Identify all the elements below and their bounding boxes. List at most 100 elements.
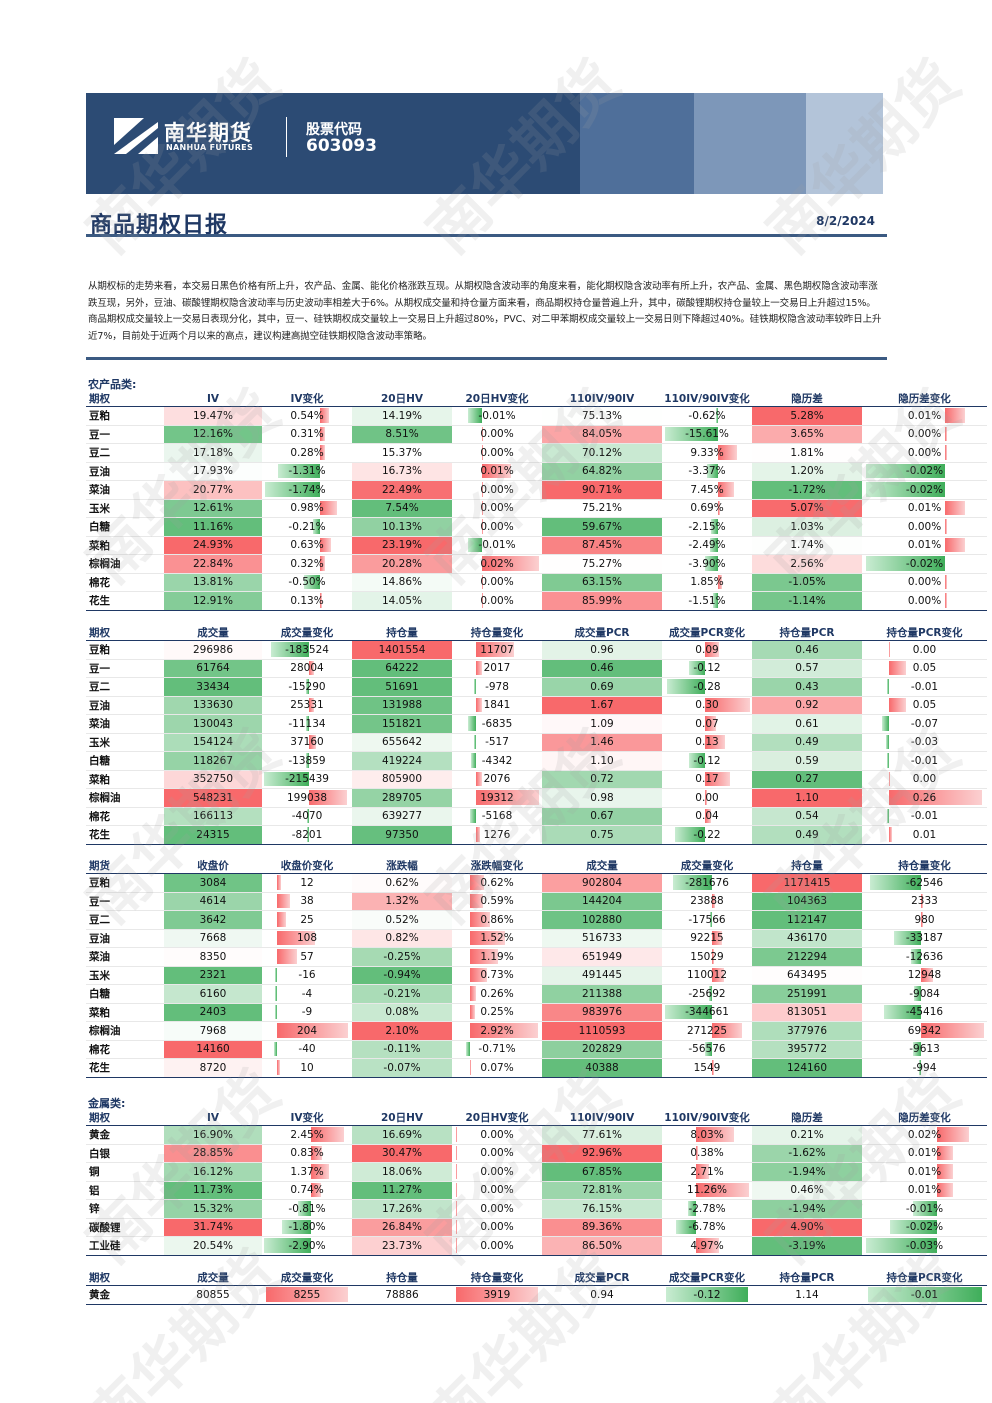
- cell-value: 11.73%: [192, 1184, 234, 1197]
- cell-value: -0.81%: [288, 1202, 326, 1215]
- row-label: 白糖: [86, 517, 164, 537]
- data-bar: [482, 556, 539, 571]
- table-cell: 1.85%: [662, 573, 752, 592]
- data-bar: [306, 716, 309, 731]
- table-cell: -0.94%: [352, 966, 452, 985]
- table-cell: 548231: [164, 788, 262, 808]
- cell-value: 67.85%: [581, 1165, 623, 1178]
- table-cell: 0.01%: [862, 1162, 987, 1182]
- data-bar: [911, 949, 922, 964]
- cell-value: 0.73%: [480, 969, 514, 982]
- cell-value: 0.63%: [290, 539, 324, 552]
- cell-value: -0.71%: [478, 1043, 516, 1056]
- column-header: 成交量: [164, 1270, 262, 1286]
- cell-value: 104363: [786, 895, 828, 908]
- cell-value: -0.01: [910, 1288, 939, 1301]
- table-cell: 2333: [862, 892, 987, 911]
- cell-value: -0.01%: [478, 539, 516, 552]
- cell-value: 0.13%: [290, 594, 324, 607]
- data-bar: [276, 1023, 349, 1038]
- table-cell: 9.33%: [662, 443, 752, 463]
- data-bar: [482, 426, 484, 441]
- cell-value: 51691: [385, 680, 419, 693]
- table-cell: 22.49%: [352, 480, 452, 500]
- table-cell: 352750: [164, 770, 262, 789]
- column-header: 持仓量: [352, 1270, 452, 1286]
- cell-value: 1401554: [378, 643, 426, 656]
- table-cell: 75.13%: [542, 406, 662, 426]
- row-label: 工业硅: [86, 1236, 164, 1256]
- data-bar: [945, 593, 948, 608]
- cell-value: 0.00%: [907, 446, 942, 459]
- cell-value: 7968: [199, 1024, 227, 1037]
- table-cell: 1.09: [542, 714, 662, 734]
- row-label: 棕榈油: [86, 554, 164, 574]
- cell-value: 14.86%: [381, 576, 423, 589]
- table-cell: -0.21%: [352, 984, 452, 1004]
- table-cell: 4.90%: [752, 1218, 862, 1237]
- table-cell: 655642: [352, 733, 452, 752]
- table-cell: 112147: [752, 910, 862, 930]
- data-bar: [310, 1182, 321, 1197]
- column-header: 110IV/90IV: [542, 391, 662, 407]
- table-cell: -0.01%: [452, 406, 542, 426]
- data-bar: [666, 679, 706, 694]
- section-label: 金属类:: [88, 1097, 126, 1110]
- cell-value: 38: [300, 895, 314, 908]
- table-cell: -16: [262, 966, 352, 985]
- cell-value: 0.00%: [480, 1202, 514, 1215]
- data-bar: [475, 771, 483, 786]
- cell-value: 12948: [907, 969, 942, 982]
- table-cell: -8201: [262, 825, 352, 845]
- column-header: 持仓量变化: [452, 1270, 542, 1286]
- cell-value: 2.56%: [790, 557, 824, 570]
- table-cell: 0.07%: [452, 1058, 542, 1078]
- data-bar: [695, 1238, 720, 1253]
- data-bar: [706, 463, 719, 478]
- cell-value: 64.82%: [581, 465, 623, 478]
- table-cell: 19312: [452, 788, 542, 808]
- table-cell: 2.92%: [452, 1021, 542, 1041]
- cell-value: -3.37%: [688, 465, 726, 478]
- cell-value: 1.19%: [480, 950, 514, 963]
- table-cell: 28.85%: [164, 1144, 262, 1163]
- cell-value: 24.93%: [192, 539, 234, 552]
- table-header-row: 期权 成交量 成交量变化 持仓量 持仓量变化 成交量PCR 成交量PCR变化 持仓量PCR 持仓…: [86, 1270, 987, 1286]
- cell-value: 0.02%: [907, 1128, 942, 1141]
- table-cell: 0.73%: [452, 966, 542, 985]
- data-bar: [455, 1238, 457, 1253]
- table-cell: -183524: [262, 640, 352, 660]
- data-bar: [712, 893, 715, 908]
- row-label: 豆粕: [86, 640, 164, 660]
- column-header: IV: [164, 391, 262, 407]
- data-bar: [888, 660, 907, 675]
- data-bar: [303, 574, 320, 589]
- data-bar: [888, 790, 983, 805]
- table-cell: 7968: [164, 1021, 262, 1041]
- cell-value: 26.84%: [381, 1221, 423, 1234]
- cell-value: 25: [300, 913, 314, 926]
- cell-value: 20.28%: [381, 557, 423, 570]
- table-cell: 0.01%: [862, 536, 987, 555]
- table-cell: 11.16%: [164, 517, 262, 537]
- cell-value: 0.00%: [480, 1128, 514, 1141]
- cell-value: 30.47%: [381, 1147, 423, 1160]
- cell-value: 5.07%: [790, 502, 824, 515]
- cell-value: 0.31%: [290, 428, 324, 441]
- data-bar: [676, 1219, 696, 1234]
- table-cell: 20.28%: [352, 554, 452, 574]
- table-cell: -0.12: [662, 1285, 752, 1305]
- table-cell: 14160: [164, 1040, 262, 1059]
- table-cell: 0.38%: [662, 1144, 752, 1163]
- cell-value: 0.01%: [907, 1147, 942, 1160]
- data-bar: [276, 949, 297, 964]
- cell-value: 0.72: [590, 773, 614, 786]
- column-header: 期货: [86, 858, 164, 874]
- cell-value: 11.26%: [686, 1184, 728, 1197]
- table-cell: 8.03%: [662, 1125, 752, 1145]
- table-cell: 1.67: [542, 696, 662, 715]
- table-cell: 651949: [542, 947, 662, 967]
- table-cell: 0.05: [862, 696, 987, 715]
- table-cell: 10: [262, 1058, 352, 1078]
- table-cell: 0.00%: [452, 1162, 542, 1182]
